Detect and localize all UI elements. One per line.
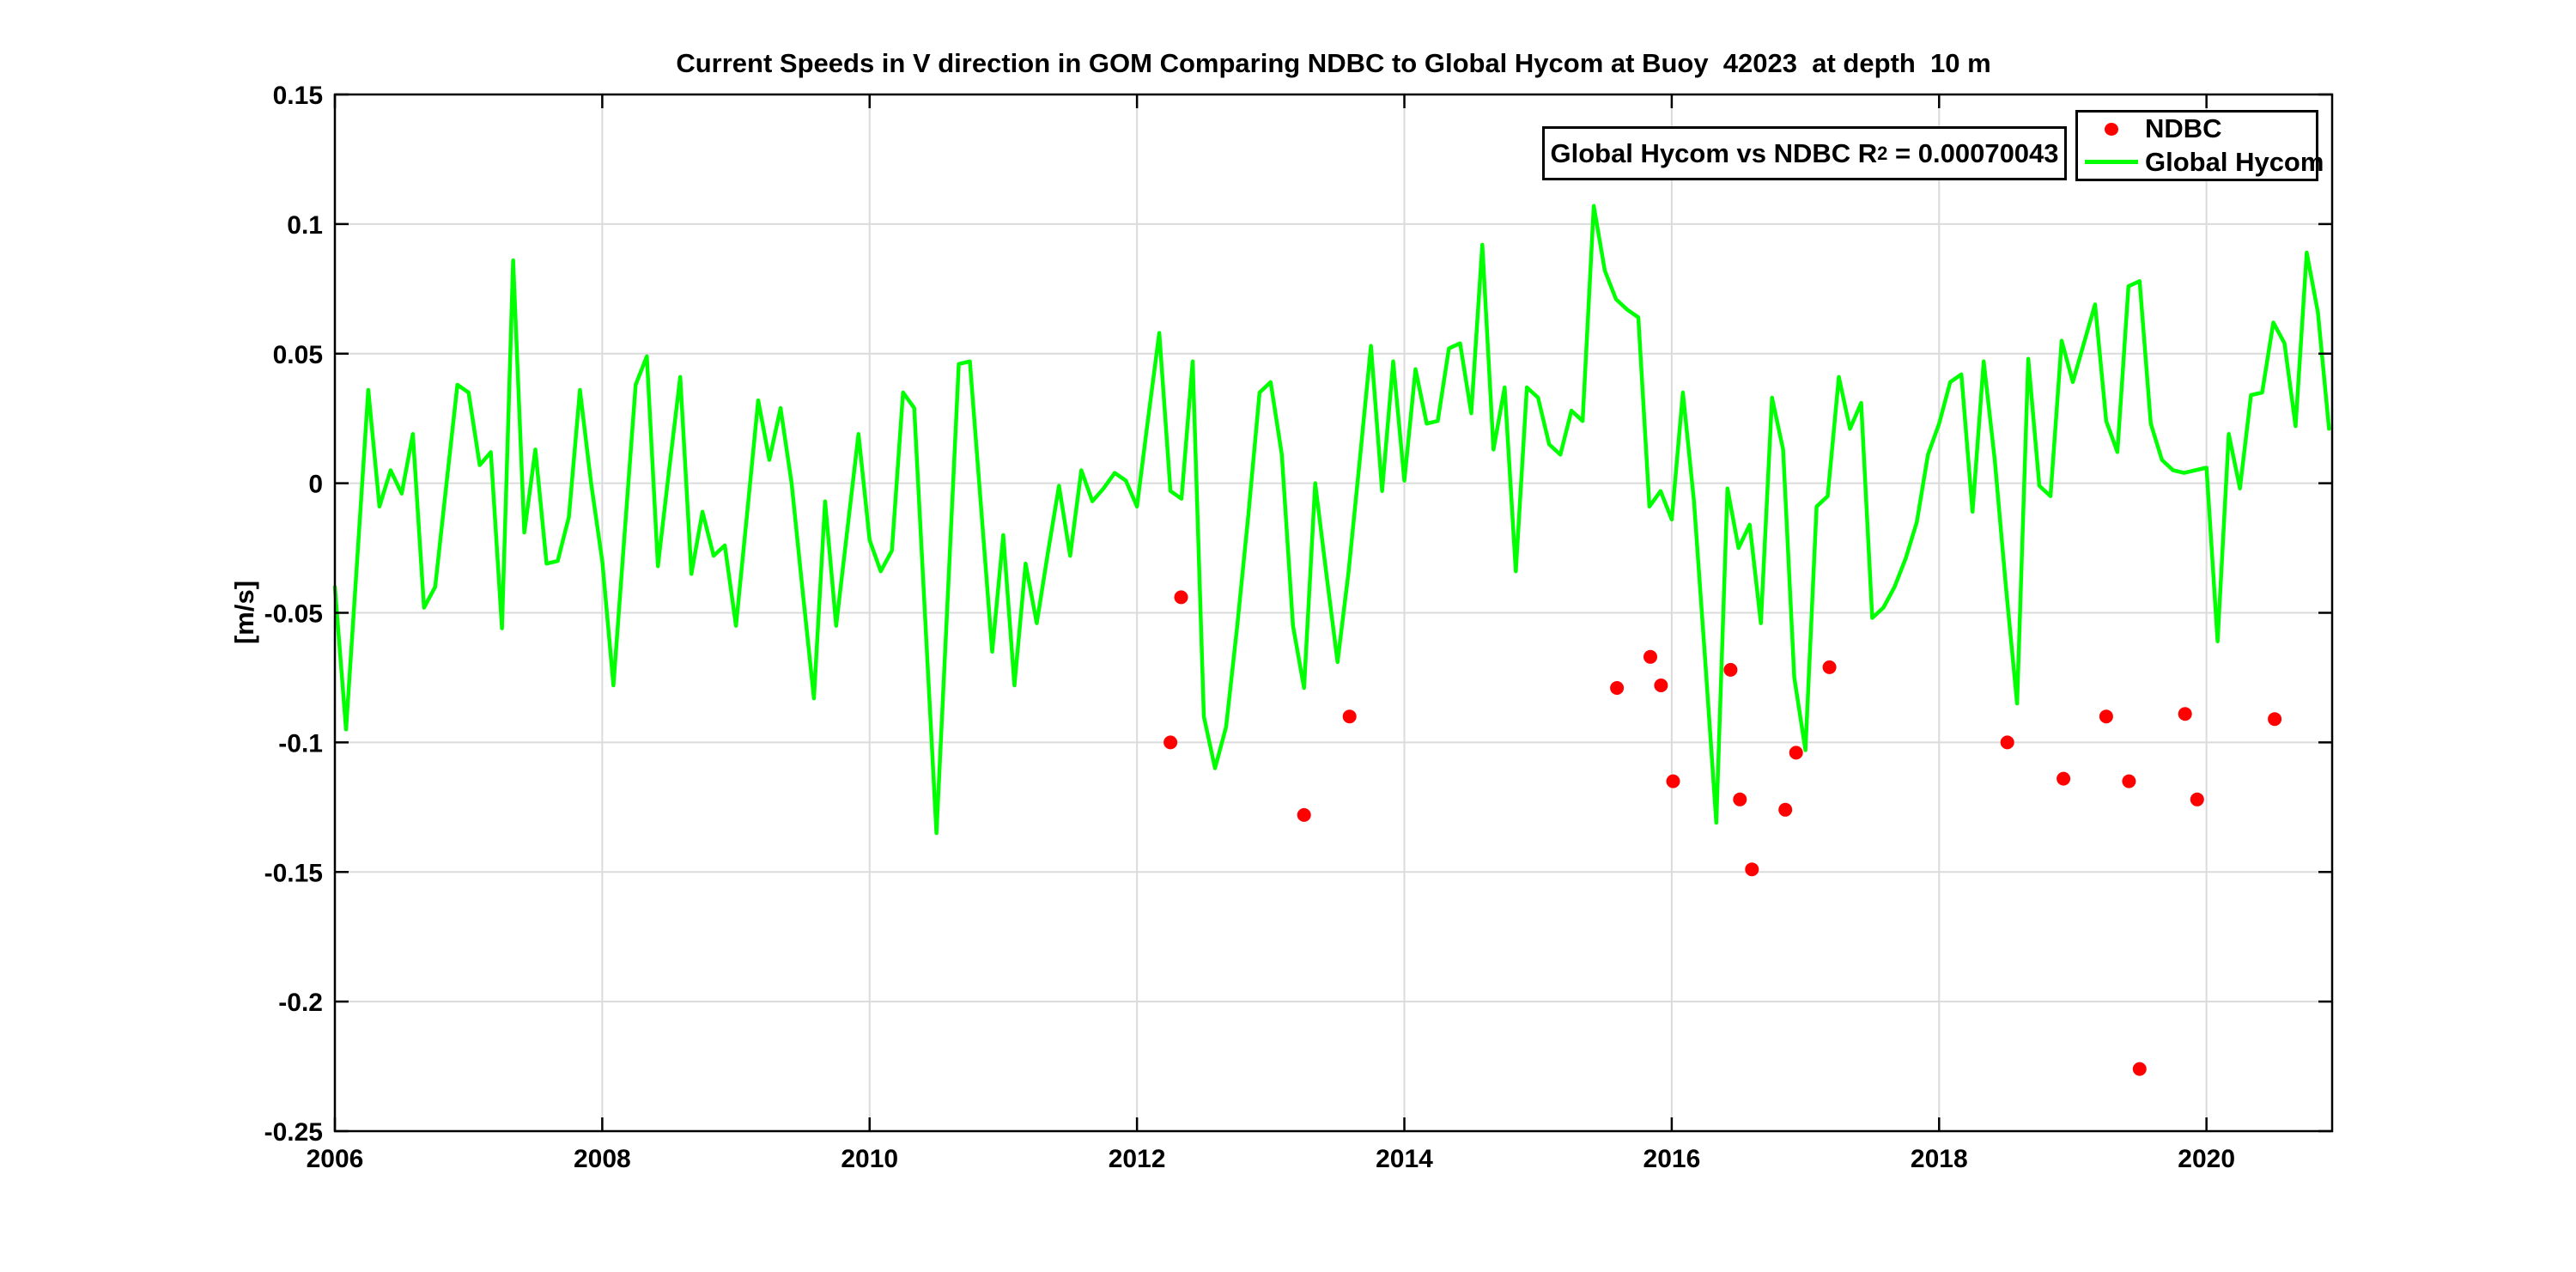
ndbc-data-point: [2178, 707, 2192, 721]
x-tick-label: 2010: [841, 1145, 898, 1173]
ndbc-data-point: [1723, 662, 1738, 677]
ndbc-data-point: [1666, 774, 1680, 788]
y-tick-label: -0.25: [264, 1118, 323, 1147]
ndbc-data-point: [1610, 681, 1625, 695]
y-tick-label: 0: [308, 471, 323, 499]
ndbc-data-point: [2190, 792, 2204, 806]
ndbc-data-point: [1643, 649, 1657, 664]
x-tick-label: 2014: [1376, 1145, 1433, 1173]
legend-entry-global-hycom: Global Hycom: [2078, 146, 2324, 179]
x-tick-label: 2012: [1109, 1145, 1166, 1173]
y-tick-label: -0.05: [264, 600, 323, 629]
ndbc-data-point: [1297, 807, 1311, 822]
y-tick-label: -0.15: [264, 859, 323, 887]
legend-label-global-hycom: Global Hycom: [2145, 146, 2324, 177]
ndbc-data-point: [1654, 679, 1668, 692]
x-tick-label: 2018: [1911, 1145, 1968, 1173]
y-tick-label: 0.15: [273, 82, 323, 110]
r2-text-prefix: Global Hycom vs NDBC R: [1550, 137, 1878, 168]
ndbc-data-point: [2268, 712, 2282, 727]
ndbc-data-point: [1342, 709, 1357, 724]
chart-title: Current Speeds in V direction in GOM Com…: [676, 48, 1991, 78]
ndbc-data-point: [2099, 709, 2113, 724]
y-tick-label: -0.2: [278, 989, 323, 1017]
ndbc-data-point: [1745, 862, 1759, 877]
legend-entry-ndbc: NDBC: [2078, 113, 2316, 145]
global-hycom-line-icon: [2085, 160, 2138, 165]
x-tick-label: 2008: [574, 1145, 631, 1173]
legend: NDBC Global Hycom: [2075, 110, 2324, 181]
ndbc-data-point: [2122, 774, 2136, 788]
ndbc-data-point: [1174, 590, 1188, 605]
ndbc-data-point: [1822, 660, 1837, 674]
ndbc-marker-icon: [2105, 122, 2118, 136]
x-tick-label: 2020: [2178, 1145, 2235, 1173]
x-tick-label: 2006: [307, 1145, 364, 1173]
ndbc-data-point: [1733, 792, 1747, 806]
y-tick-label: -0.1: [278, 729, 323, 758]
ndbc-data-point: [2000, 735, 2014, 750]
y-tick-label: 0.1: [287, 211, 323, 240]
legend-label-ndbc: NDBC: [2145, 113, 2222, 144]
r2-text-suffix: = 0.00070043: [1887, 137, 2059, 168]
ndbc-data-point: [1163, 735, 1178, 750]
ndbc-data-point: [2057, 771, 2071, 786]
x-tick-label: 2016: [1643, 1145, 1701, 1173]
ndbc-data-point: [1778, 802, 1793, 817]
ndbc-data-point: [2132, 1062, 2147, 1076]
global-hycom-line: [332, 204, 2331, 836]
y-tick-label: 0.05: [273, 341, 323, 369]
ndbc-data-point: [1789, 746, 1803, 760]
